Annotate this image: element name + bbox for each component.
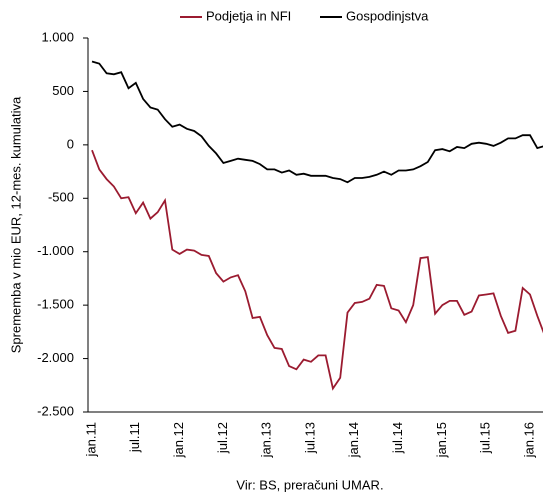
x-tick-label: jan.14	[346, 422, 361, 458]
y-tick-label: 0	[67, 136, 74, 151]
y-tick-label: 500	[52, 83, 74, 98]
x-tick-label: jul.13	[302, 422, 317, 454]
y-tick-label: -1.000	[37, 243, 74, 258]
legend-label: Podjetja in NFI	[206, 8, 291, 23]
x-tick-label: jul.11	[127, 422, 142, 453]
series-line	[91, 149, 543, 391]
source-note: Vir: BS, preračuni UMAR.	[236, 477, 383, 492]
x-tick-label: jul.14	[390, 422, 405, 454]
y-axis-label: Sprememba v mio EUR, 12-mes. kumulativa	[8, 96, 23, 353]
x-tick-label: jan.13	[259, 422, 274, 458]
y-tick-label: -500	[48, 190, 74, 205]
x-tick-label: jan.11	[83, 422, 98, 457]
x-tick-label: jan.15	[434, 422, 449, 458]
y-tick-label: -2.000	[37, 350, 74, 365]
y-tick-label: 1.000	[41, 29, 74, 44]
y-tick-label: -1.500	[37, 297, 74, 312]
x-tick-label: jul.12	[215, 422, 230, 454]
legend-label: Gospodinjstva	[346, 8, 429, 23]
series-line	[91, 60, 543, 184]
x-tick-label: jan.16	[521, 422, 536, 458]
y-tick-label: -2.500	[37, 403, 74, 418]
x-tick-label: jul.15	[478, 422, 493, 454]
x-tick-label: jan.12	[171, 422, 186, 458]
